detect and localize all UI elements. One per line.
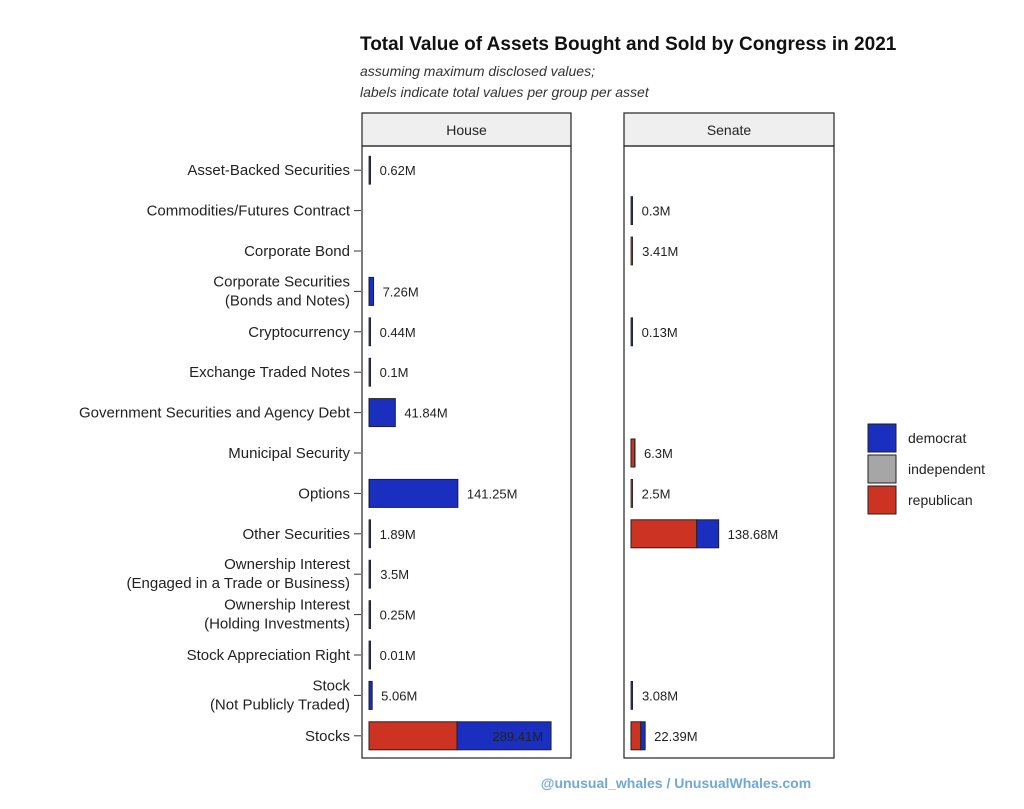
data-label-senate-corporate-bond: 3.41M — [642, 244, 678, 259]
category-label-stocks: Stocks — [305, 728, 350, 745]
category-label-municipal-security: Municipal Security — [228, 445, 350, 462]
legend-swatch-democrat — [867, 423, 897, 453]
chart-title: Total Value of Assets Bought and Sold by… — [360, 34, 897, 55]
bar-republican-senate-stocks — [630, 721, 642, 751]
bar-democrat-senate-other-securities — [696, 519, 720, 549]
data-label-house-government-securities-and-agency-debt: 41.84M — [404, 406, 447, 421]
category-label-other-securities: Other Securities — [242, 526, 350, 543]
data-label-senate-options: 2.5M — [642, 486, 671, 501]
legend-label-republican: republican — [908, 492, 973, 508]
panels: House 0.62M 7.26M 0.44M 0.1M 41.84M 141.25M 1.8… — [361, 112, 835, 759]
data-label-house-cryptocurrency: 0.44M — [380, 325, 416, 340]
panel-frame — [361, 145, 572, 759]
bar-republican-senate-municipal-security — [630, 438, 636, 468]
category-label-government-securities-and-agency-debt: Government Securities and Agency Debt — [79, 405, 351, 422]
data-label-house-ownership-interest-holding-investments: 0.25M — [380, 608, 416, 623]
data-label-senate-cryptocurrency: 0.13M — [642, 325, 678, 340]
chart-subtitle-line-1: assuming maximum disclosed values; — [360, 63, 595, 79]
legend-label-democrat: democrat — [908, 430, 966, 446]
data-label-house-other-securities: 1.89M — [380, 527, 416, 542]
bar-democrat-senate-stocks — [640, 721, 646, 751]
panel-strip — [361, 112, 572, 147]
data-label-house-stock-appreciation-right: 0.01M — [380, 648, 416, 663]
legend-label-independent: independent — [908, 461, 985, 477]
data-label-house-asset-backed-securities: 0.62M — [380, 163, 416, 178]
category-axis: Asset-Backed Securities Commodities/Futur… — [79, 162, 361, 745]
credit-text: @unusual_whales / UnusualWhales.com — [541, 775, 811, 791]
category-label-ownership-interest-holding-investments: Ownership Interest (Holding Investments) — [204, 597, 351, 633]
panel-house: House 0.62M 7.26M 0.44M 0.1M 41.84M 141.25M 1.8… — [361, 112, 572, 759]
data-label-house-stock-not-publicly-traded: 5.06M — [381, 688, 417, 703]
bar-house-cryptocurrency — [368, 317, 372, 347]
category-label-corporate-securities-bonds-and-notes: Corporate Securities (Bonds and Notes) — [213, 273, 350, 309]
panel-senate: Senate 0.3M 3.41M 0.13M 6.3M 2.5M 138.68M 3.08M… — [623, 112, 835, 759]
bar-democrat-house-options — [368, 478, 459, 508]
category-label-exchange-traded-notes: Exchange Traded Notes — [189, 364, 350, 381]
bar-house-ownership-interest-engaged-in-a-trade-or-business — [368, 559, 372, 589]
category-label-ownership-interest-engaged-in-a-trade-or-business: Ownership Interest (Engaged in a Trade or… — [127, 556, 351, 592]
bar-senate-stock-not-publicly-traded — [630, 681, 634, 710]
data-label-house-exchange-traded-notes: 0.1M — [380, 365, 409, 380]
bar-house-other-securities — [368, 519, 372, 549]
bar-house-stock-appreciation-right — [368, 640, 372, 670]
data-label-senate-stock-not-publicly-traded: 3.08M — [642, 688, 678, 703]
data-label-senate-other-securities: 138.68M — [728, 527, 779, 542]
bar-house-ownership-interest-holding-investments — [368, 600, 372, 629]
data-label-house-options: 141.25M — [467, 486, 518, 501]
category-label-options: Options — [298, 485, 350, 502]
panel-label-house: House — [446, 122, 487, 138]
legend-swatch-independent — [867, 454, 897, 484]
category-label-corporate-bond: Corporate Bond — [244, 243, 350, 260]
category-label-cryptocurrency: Cryptocurrency — [248, 324, 350, 341]
category-label-stock-not-publicly-traded: Stock (Not Publicly Traded) — [210, 677, 351, 713]
data-label-house-stocks: 289.41M — [492, 729, 543, 744]
category-label-commodities-futures-contract: Commodities/Futures Contract — [147, 203, 351, 220]
data-label-senate-commodities-futures-contract: 0.3M — [642, 204, 671, 219]
data-label-house-corporate-securities-bonds-and-notes: 7.26M — [383, 284, 419, 299]
data-label-senate-municipal-security: 6.3M — [644, 446, 673, 461]
bar-house-asset-backed-securities — [368, 155, 372, 185]
data-label-senate-stocks: 22.39M — [654, 729, 697, 744]
panel-strip — [623, 112, 835, 147]
bar-democrat-house-stocks — [456, 721, 552, 751]
legend: democrat independent republican — [867, 423, 985, 515]
bar-democrat-house-stock-not-publicly-traded — [368, 680, 373, 710]
panel-frame — [623, 145, 835, 759]
bar-senate-options — [630, 478, 634, 508]
bar-senate-commodities-futures-contract — [630, 196, 634, 226]
bar-democrat-house-corporate-securities-bonds-and-notes — [368, 276, 375, 306]
bar-house-exchange-traded-notes — [368, 357, 372, 387]
bar-senate-cryptocurrency — [630, 317, 634, 347]
data-label-house-ownership-interest-engaged-in-a-trade-or-business: 3.5M — [380, 567, 409, 582]
bar-republican-house-stocks — [368, 721, 458, 751]
legend-swatch-republican — [867, 485, 897, 515]
category-label-stock-appreciation-right: Stock Appreciation Right — [187, 647, 351, 664]
bar-republican-senate-other-securities — [630, 519, 698, 549]
category-label-asset-backed-securities: Asset-Backed Securities — [187, 162, 350, 179]
bar-senate-corporate-bond — [630, 236, 634, 266]
panel-label-senate: Senate — [707, 122, 752, 138]
bar-democrat-house-government-securities-and-agency-debt — [368, 398, 396, 428]
chart-subtitle-line-2: labels indicate total values per group p… — [360, 84, 650, 100]
